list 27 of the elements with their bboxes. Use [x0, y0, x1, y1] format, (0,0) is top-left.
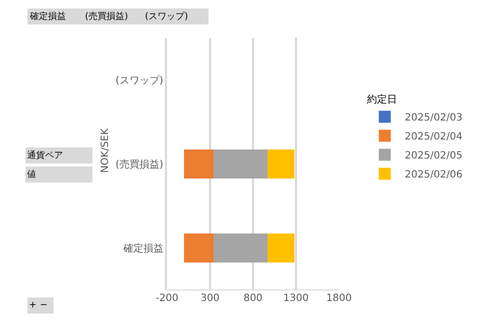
text: + [29, 300, 37, 310]
y-axis-title: NOK/SEK [100, 128, 111, 173]
text: 通貨ペア [27, 150, 63, 161]
text: (スワップ) [145, 11, 188, 22]
y-tick-label: 確定損益 [122, 242, 164, 254]
bar [268, 149, 294, 179]
x-tick-label: 1800 [326, 293, 352, 304]
legend-title: 約定日 [366, 93, 397, 106]
text: 値 [27, 169, 36, 180]
bar [213, 233, 268, 263]
x-tick-label: -200 [156, 293, 178, 304]
bar [184, 149, 214, 179]
legend-label: 2025/02/06 [404, 170, 462, 181]
y-tick-label: (スワップ) [115, 74, 164, 86]
text: 確定損益 [29, 11, 66, 22]
legend-label: 2025/02/03 [404, 112, 462, 124]
x-tick-label: 800 [243, 293, 263, 304]
text: (売買損益) [85, 11, 128, 22]
bar [268, 233, 294, 263]
bar [184, 233, 214, 263]
y-tick-label: (売買損益) [115, 158, 164, 170]
bar [213, 149, 268, 179]
legend-label: 2025/02/05 [404, 150, 462, 162]
x-tick-label: 300 [200, 293, 220, 304]
text: − [40, 300, 48, 310]
x-tick-label: 1300 [283, 293, 309, 304]
legend-label: 2025/02/04 [404, 132, 462, 143]
